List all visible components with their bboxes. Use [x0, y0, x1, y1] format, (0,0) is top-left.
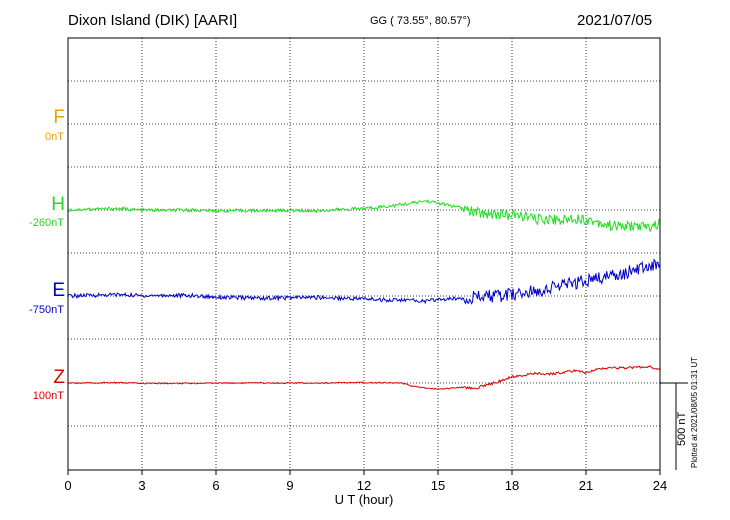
- station-coordinates: GG ( 73.55°, 80.57°): [370, 15, 471, 27]
- baseline-label-e: -750nT: [29, 304, 64, 316]
- series-line-z: [67, 365, 661, 391]
- series-line-e: [67, 258, 661, 305]
- x-tick-label: 18: [505, 478, 519, 493]
- grid-lines: [67, 38, 661, 475]
- series-label-f: F: [53, 107, 65, 128]
- baseline-label-z: 100nT: [32, 390, 64, 402]
- x-tick-label: 0: [64, 478, 71, 493]
- series-label-e: E: [52, 280, 65, 301]
- x-tick-label: 21: [579, 478, 593, 493]
- station-title: Dixon Island (DIK) [AARI]: [68, 12, 238, 29]
- series-lines: [67, 198, 661, 391]
- x-tick-label: 6: [212, 478, 219, 493]
- x-tick-labels: 0 3 6 9 12 15 18 21 24: [64, 478, 667, 493]
- x-tick-label: 24: [653, 478, 667, 493]
- x-tick-label: 15: [431, 478, 445, 493]
- series-label-h: H: [51, 194, 65, 215]
- x-tick-label: 3: [138, 478, 145, 493]
- baseline-label-f: 0nT: [45, 131, 64, 143]
- x-axis-label: U T (hour): [335, 492, 394, 507]
- series-line-h: [67, 198, 661, 233]
- series-label-z: Z: [53, 367, 65, 388]
- x-tick-label: 12: [357, 478, 371, 493]
- plot-frame: [67, 37, 661, 471]
- x-tick-label: 9: [286, 478, 293, 493]
- plotted-timestamp: Plotted at 2021/08/05 01:31 UT: [690, 356, 699, 468]
- scale-bar-label: 500 nT: [676, 411, 688, 446]
- chart-date: 2021/07/05: [577, 12, 653, 29]
- baseline-label-h: -260nT: [29, 217, 64, 229]
